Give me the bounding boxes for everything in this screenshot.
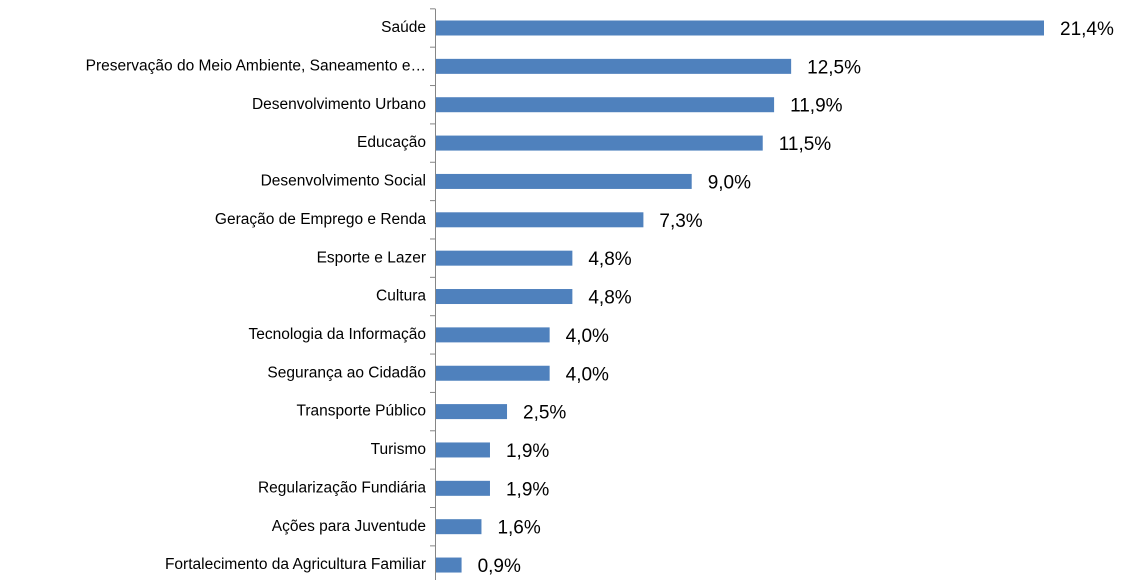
value-label: 4,0%	[566, 326, 609, 347]
value-label: 4,8%	[588, 288, 631, 309]
bar	[436, 519, 482, 535]
bar	[436, 557, 462, 573]
value-label: 11,9%	[790, 96, 843, 117]
value-label: 12,5%	[807, 57, 861, 78]
value-label: 2,5%	[523, 403, 566, 424]
bar	[436, 404, 508, 420]
bar	[436, 20, 1044, 36]
value-label: 4,8%	[588, 249, 631, 270]
category-label: Ações para Juventude	[272, 518, 426, 535]
category-label: Cultura	[376, 288, 426, 305]
value-label: 9,0%	[708, 172, 751, 193]
bar	[436, 365, 550, 381]
category-label: Transporte Público	[296, 403, 426, 420]
bar	[436, 97, 775, 113]
category-label: Educação	[357, 134, 426, 151]
category-label: Desenvolvimento Urbano	[252, 96, 426, 113]
value-label: 11,5%	[779, 134, 832, 155]
category-label: Regularização Fundiária	[258, 479, 426, 496]
category-label: Segurança ao Cidadão	[267, 364, 426, 381]
value-label: 21,4%	[1060, 19, 1114, 40]
category-label: Preservação do Meio Ambiente, Saneamento…	[86, 57, 426, 74]
value-label: 7,3%	[659, 211, 702, 232]
category-label: Saúde	[381, 19, 426, 36]
bar	[436, 212, 644, 228]
category-label: Turismo	[371, 441, 426, 458]
value-label: 4,0%	[566, 364, 609, 385]
category-label: Geração de Emprego e Renda	[215, 211, 426, 228]
category-label: Desenvolvimento Social	[261, 173, 426, 190]
bar	[436, 250, 573, 266]
bar	[436, 327, 550, 343]
bar	[436, 173, 692, 189]
value-label: 1,6%	[497, 518, 540, 539]
bar	[436, 480, 490, 496]
value-label: 1,9%	[506, 479, 549, 500]
category-label: Tecnologia da Informação	[248, 326, 426, 343]
bar	[436, 442, 490, 458]
category-label: Esporte e Lazer	[317, 249, 426, 266]
bar	[436, 289, 573, 305]
value-label: 0,9%	[478, 556, 521, 577]
value-label: 1,9%	[506, 441, 549, 462]
bar	[436, 135, 763, 151]
category-label: Fortalecimento da Agricultura Familiar	[165, 556, 426, 573]
bar	[436, 58, 792, 74]
